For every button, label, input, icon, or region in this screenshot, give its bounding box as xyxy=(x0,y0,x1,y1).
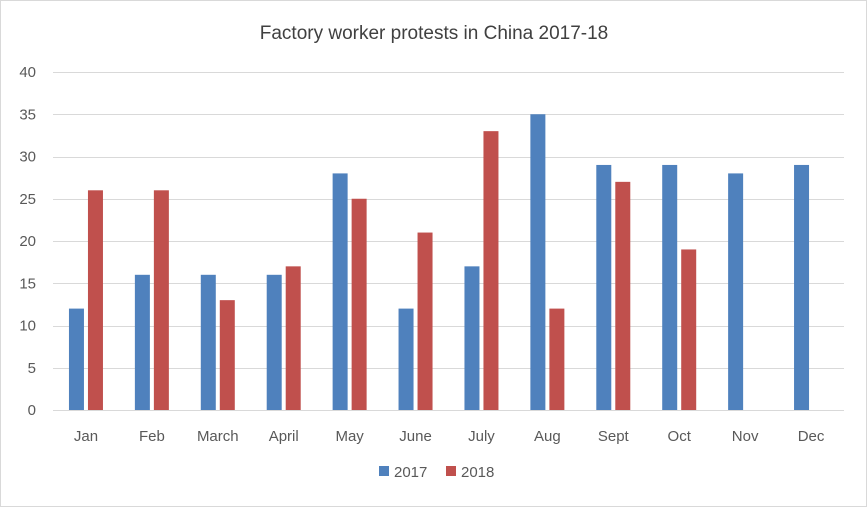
y-tick-label: 15 xyxy=(19,275,36,292)
bars xyxy=(68,114,810,410)
x-tick-label: Oct xyxy=(668,428,692,445)
y-tick-label: 40 xyxy=(19,64,36,81)
y-tick-label: 10 xyxy=(19,318,36,335)
y-axis-tick-labels: 0 5 10 15 20 25 30 35 40 xyxy=(19,64,36,419)
y-tick-label: 0 xyxy=(28,402,36,419)
x-tick-label: Sept xyxy=(598,428,630,445)
x-tick-label: June xyxy=(399,428,432,445)
bar-2017-Aug xyxy=(530,114,546,410)
legend-label-2018: 2018 xyxy=(461,464,494,481)
bar-2018-May xyxy=(351,198,367,410)
bar-2018-April xyxy=(285,266,301,410)
bar-2017-March xyxy=(200,274,216,410)
bar-2017-Nov xyxy=(728,173,744,410)
legend-swatch-2017 xyxy=(379,466,389,476)
x-tick-label: Jan xyxy=(74,428,98,445)
bar-2017-June xyxy=(398,308,414,410)
bar-2018-July xyxy=(483,131,499,410)
x-tick-label: July xyxy=(468,428,495,445)
bar-2017-May xyxy=(332,173,348,410)
bar-2018-Sept xyxy=(615,181,631,410)
x-tick-label: April xyxy=(269,428,299,445)
y-tick-label: 5 xyxy=(28,360,36,377)
y-tick-label: 20 xyxy=(19,233,36,250)
x-tick-label: Feb xyxy=(139,428,165,445)
y-tick-label: 35 xyxy=(19,106,36,123)
bar-2018-March xyxy=(219,300,235,410)
x-tick-label: Aug xyxy=(534,428,561,445)
bar-2017-Feb xyxy=(134,274,150,410)
bar-2018-Oct xyxy=(681,249,697,410)
bar-2018-Aug xyxy=(549,308,565,410)
x-tick-label: March xyxy=(197,428,239,445)
gridlines xyxy=(53,72,844,369)
bar-2017-Jan xyxy=(68,308,84,410)
bar-2018-Jan xyxy=(87,190,103,410)
bar-2017-Dec xyxy=(794,164,810,410)
bar-2018-Feb xyxy=(153,190,169,410)
x-tick-label: Nov xyxy=(732,428,759,445)
chart-title: Factory worker protests in China 2017-18 xyxy=(260,23,609,44)
legend-swatch-2018 xyxy=(446,466,456,476)
x-tick-label: Dec xyxy=(798,428,825,445)
y-tick-label: 30 xyxy=(19,149,36,166)
x-axis-tick-labels: Jan Feb March April May June July Aug Sept Oct Nov… xyxy=(74,428,825,445)
bar-2017-Sept xyxy=(596,164,612,410)
legend: 2017 2018 xyxy=(379,464,494,481)
bar-2017-July xyxy=(464,266,480,410)
bar-2018-June xyxy=(417,232,433,410)
x-tick-label: May xyxy=(335,428,364,445)
bar-2017-Oct xyxy=(662,164,678,410)
legend-label-2017: 2017 xyxy=(394,464,427,481)
bar-2017-April xyxy=(266,274,282,410)
y-tick-label: 25 xyxy=(19,191,36,208)
